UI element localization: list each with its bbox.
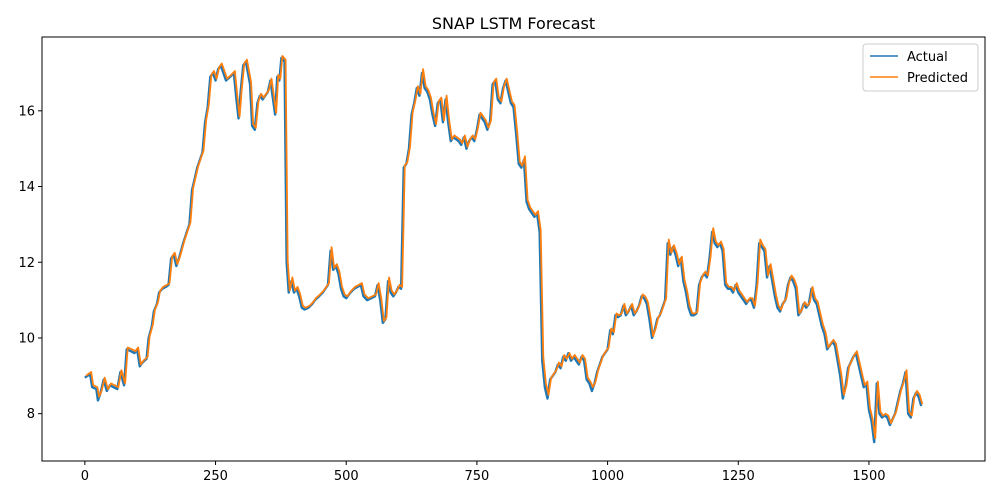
series-layer — [84, 55, 924, 444]
plot-area — [41, 36, 986, 462]
y-tick-label: 10 — [18, 331, 35, 346]
chart-title: SNAP LSTM Forecast — [432, 14, 595, 33]
x-tick-label: 1250 — [722, 469, 755, 484]
x-tick-label: 1000 — [591, 469, 624, 484]
y-tick-label: 16 — [18, 104, 35, 119]
x-tick-label: 750 — [464, 469, 489, 484]
x-tick-label: 250 — [203, 469, 228, 484]
y-tick-label: 8 — [27, 407, 35, 422]
legend: Actual Predicted — [862, 43, 979, 92]
y-axis: 8 10 12 14 16 — [18, 104, 42, 422]
x-axis: 0 250 500 750 1000 1250 1500 — [81, 461, 886, 484]
x-tick-label: 1500 — [852, 469, 885, 484]
series-line-predicted — [85, 55, 924, 440]
legend-label-actual: Actual — [907, 50, 948, 65]
legend-label-predicted: Predicted — [907, 71, 968, 86]
axes-frame — [41, 36, 986, 462]
x-tick-label: 0 — [81, 469, 89, 484]
y-tick-label: 12 — [18, 256, 35, 271]
y-tick-label: 14 — [18, 180, 35, 195]
x-tick-label: 500 — [334, 469, 359, 484]
